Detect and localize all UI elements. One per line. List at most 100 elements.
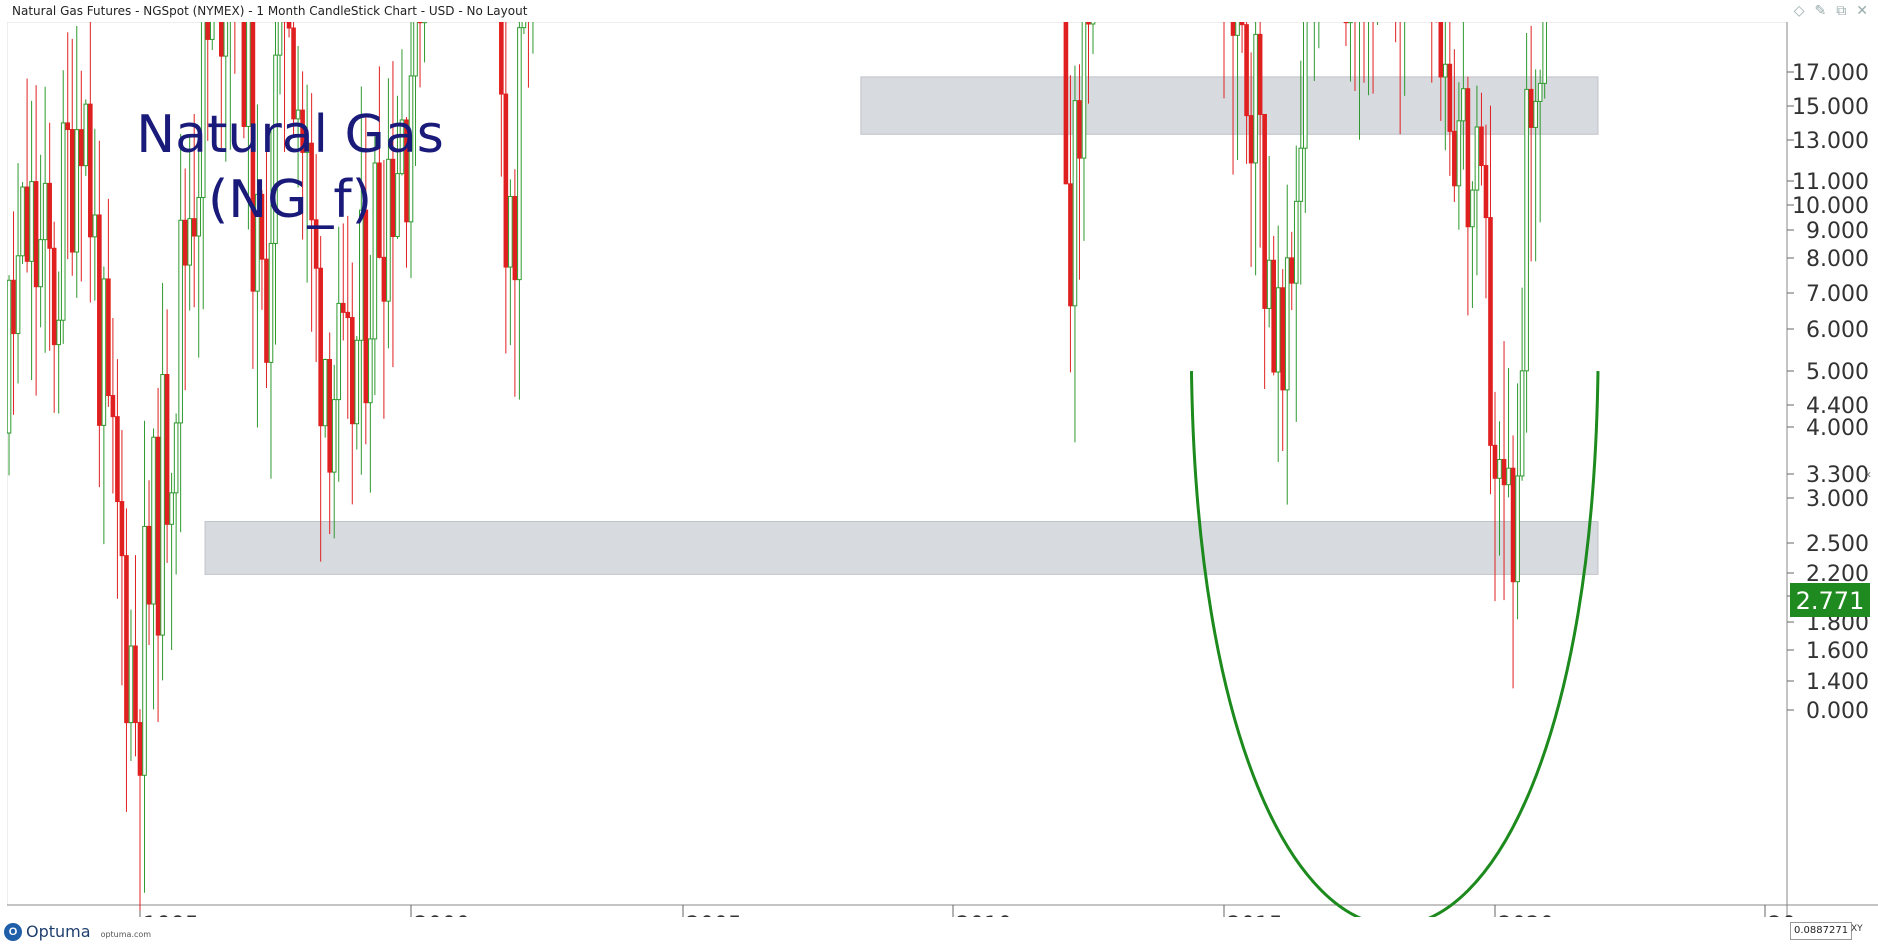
support-band <box>204 521 1599 575</box>
candle-down <box>146 525 152 605</box>
candle-down <box>65 122 71 131</box>
candle-down <box>97 214 102 426</box>
candle-down <box>1063 22 1069 185</box>
candle-up <box>1533 100 1538 128</box>
candle-up <box>408 75 414 223</box>
candle-up <box>1542 22 1547 84</box>
candle-down <box>1343 22 1349 24</box>
candle-up <box>1456 120 1462 187</box>
candle-down <box>119 501 125 557</box>
candle-up <box>1470 189 1475 228</box>
candle-up <box>83 103 89 167</box>
candle-up <box>56 319 62 346</box>
logo-url: optuma.com <box>100 930 152 939</box>
diamond-icon[interactable]: ◇ <box>1793 2 1805 18</box>
candle-down <box>47 182 52 249</box>
zoom-readout: 0.0887271 <box>1790 922 1853 940</box>
candle-down <box>241 22 247 127</box>
candle-down <box>1528 88 1534 128</box>
last-price-label: 2.771 <box>1796 587 1865 615</box>
candle-down <box>1483 165 1489 219</box>
candle-up <box>223 22 229 57</box>
y-tick-label: 4.400 <box>1806 394 1869 419</box>
candle-up <box>1497 459 1502 479</box>
xy-toggle-button[interactable]: XY <box>1851 924 1863 934</box>
candle-down <box>1465 88 1471 228</box>
candle-up <box>178 219 183 424</box>
x-tick-label: 1995 <box>143 913 199 917</box>
candle-down <box>124 555 129 724</box>
candle-up <box>368 338 373 404</box>
candle-up <box>74 129 80 253</box>
candle-down <box>309 142 314 221</box>
candle-up <box>151 436 156 605</box>
candle-up <box>1519 370 1525 477</box>
candle-up <box>160 373 165 636</box>
candle-down <box>1479 126 1484 167</box>
candle-up <box>331 399 337 473</box>
candle-up <box>101 278 107 426</box>
candle-down <box>11 279 16 335</box>
candle-down <box>259 193 265 260</box>
chart-title-bar: Natural Gas Futures - NGSpot (NYMEX) - 1… <box>0 0 1878 22</box>
candle-up <box>20 186 25 257</box>
restore-icon[interactable]: ⧉ <box>1836 2 1847 18</box>
candle-down <box>1438 22 1444 78</box>
y-tick-label: 5.000 <box>1806 360 1869 385</box>
candle-up <box>508 195 513 268</box>
candle-up <box>399 119 405 175</box>
candle-up <box>1474 126 1480 191</box>
candle-down <box>69 129 75 253</box>
close-icon[interactable]: ✕ <box>1856 2 1868 18</box>
y-tick-label: 7.000 <box>1806 282 1869 307</box>
candle-up <box>196 197 202 237</box>
candle-up <box>304 142 310 153</box>
candle-down <box>313 219 319 269</box>
candle-down <box>349 317 355 425</box>
candle-up <box>209 22 215 40</box>
candle-down <box>300 109 305 153</box>
candle-up <box>1253 33 1258 164</box>
x-tick-label: 2000 <box>414 913 470 917</box>
candle-down <box>417 22 423 24</box>
candle-up <box>1090 22 1096 25</box>
y-tick-label: 15.000 <box>1792 95 1869 120</box>
x-tick-label: 2020 <box>1498 913 1554 917</box>
candle-up <box>29 181 34 262</box>
chart-annotation: Natural Gas <box>136 105 444 165</box>
candle-down <box>1262 113 1267 309</box>
candle-up <box>1348 22 1353 24</box>
candle-down <box>1271 259 1276 373</box>
candle-up <box>1461 88 1466 122</box>
y-tick-label: 3.300 <box>1806 463 1869 488</box>
candle-up <box>395 173 400 238</box>
candle-down <box>340 302 346 313</box>
candle-up <box>1275 287 1281 373</box>
candle-up <box>142 525 147 776</box>
candle-up <box>273 54 278 244</box>
candle-up <box>1081 22 1087 159</box>
candle-down <box>390 158 396 238</box>
candle-down <box>164 373 170 525</box>
y-tick-label: 2.500 <box>1806 532 1869 557</box>
chart-area[interactable]: 17.000 15.000 13.000 11.000 10.000 9.000 8.000… <box>7 22 1878 917</box>
candle-down <box>499 22 504 95</box>
candle-down <box>1501 459 1507 486</box>
candle-down <box>1086 22 1091 25</box>
candle-up <box>359 209 364 341</box>
candle-down <box>1510 467 1516 583</box>
candle-up <box>1298 147 1304 202</box>
candle-down <box>512 195 518 281</box>
y-tick-label: 3.000 <box>1806 487 1869 512</box>
candle-down <box>1452 130 1457 187</box>
candle-down <box>1492 444 1498 479</box>
collapse-panel-icon[interactable]: ‹ <box>1867 467 1871 481</box>
candle-up <box>1266 259 1272 309</box>
candle-up <box>169 492 174 525</box>
candle-down <box>1248 115 1254 164</box>
candle-up <box>128 645 134 724</box>
pin-icon[interactable]: ✎ <box>1814 2 1827 18</box>
candle-up <box>268 242 274 363</box>
candle-up <box>386 158 391 302</box>
